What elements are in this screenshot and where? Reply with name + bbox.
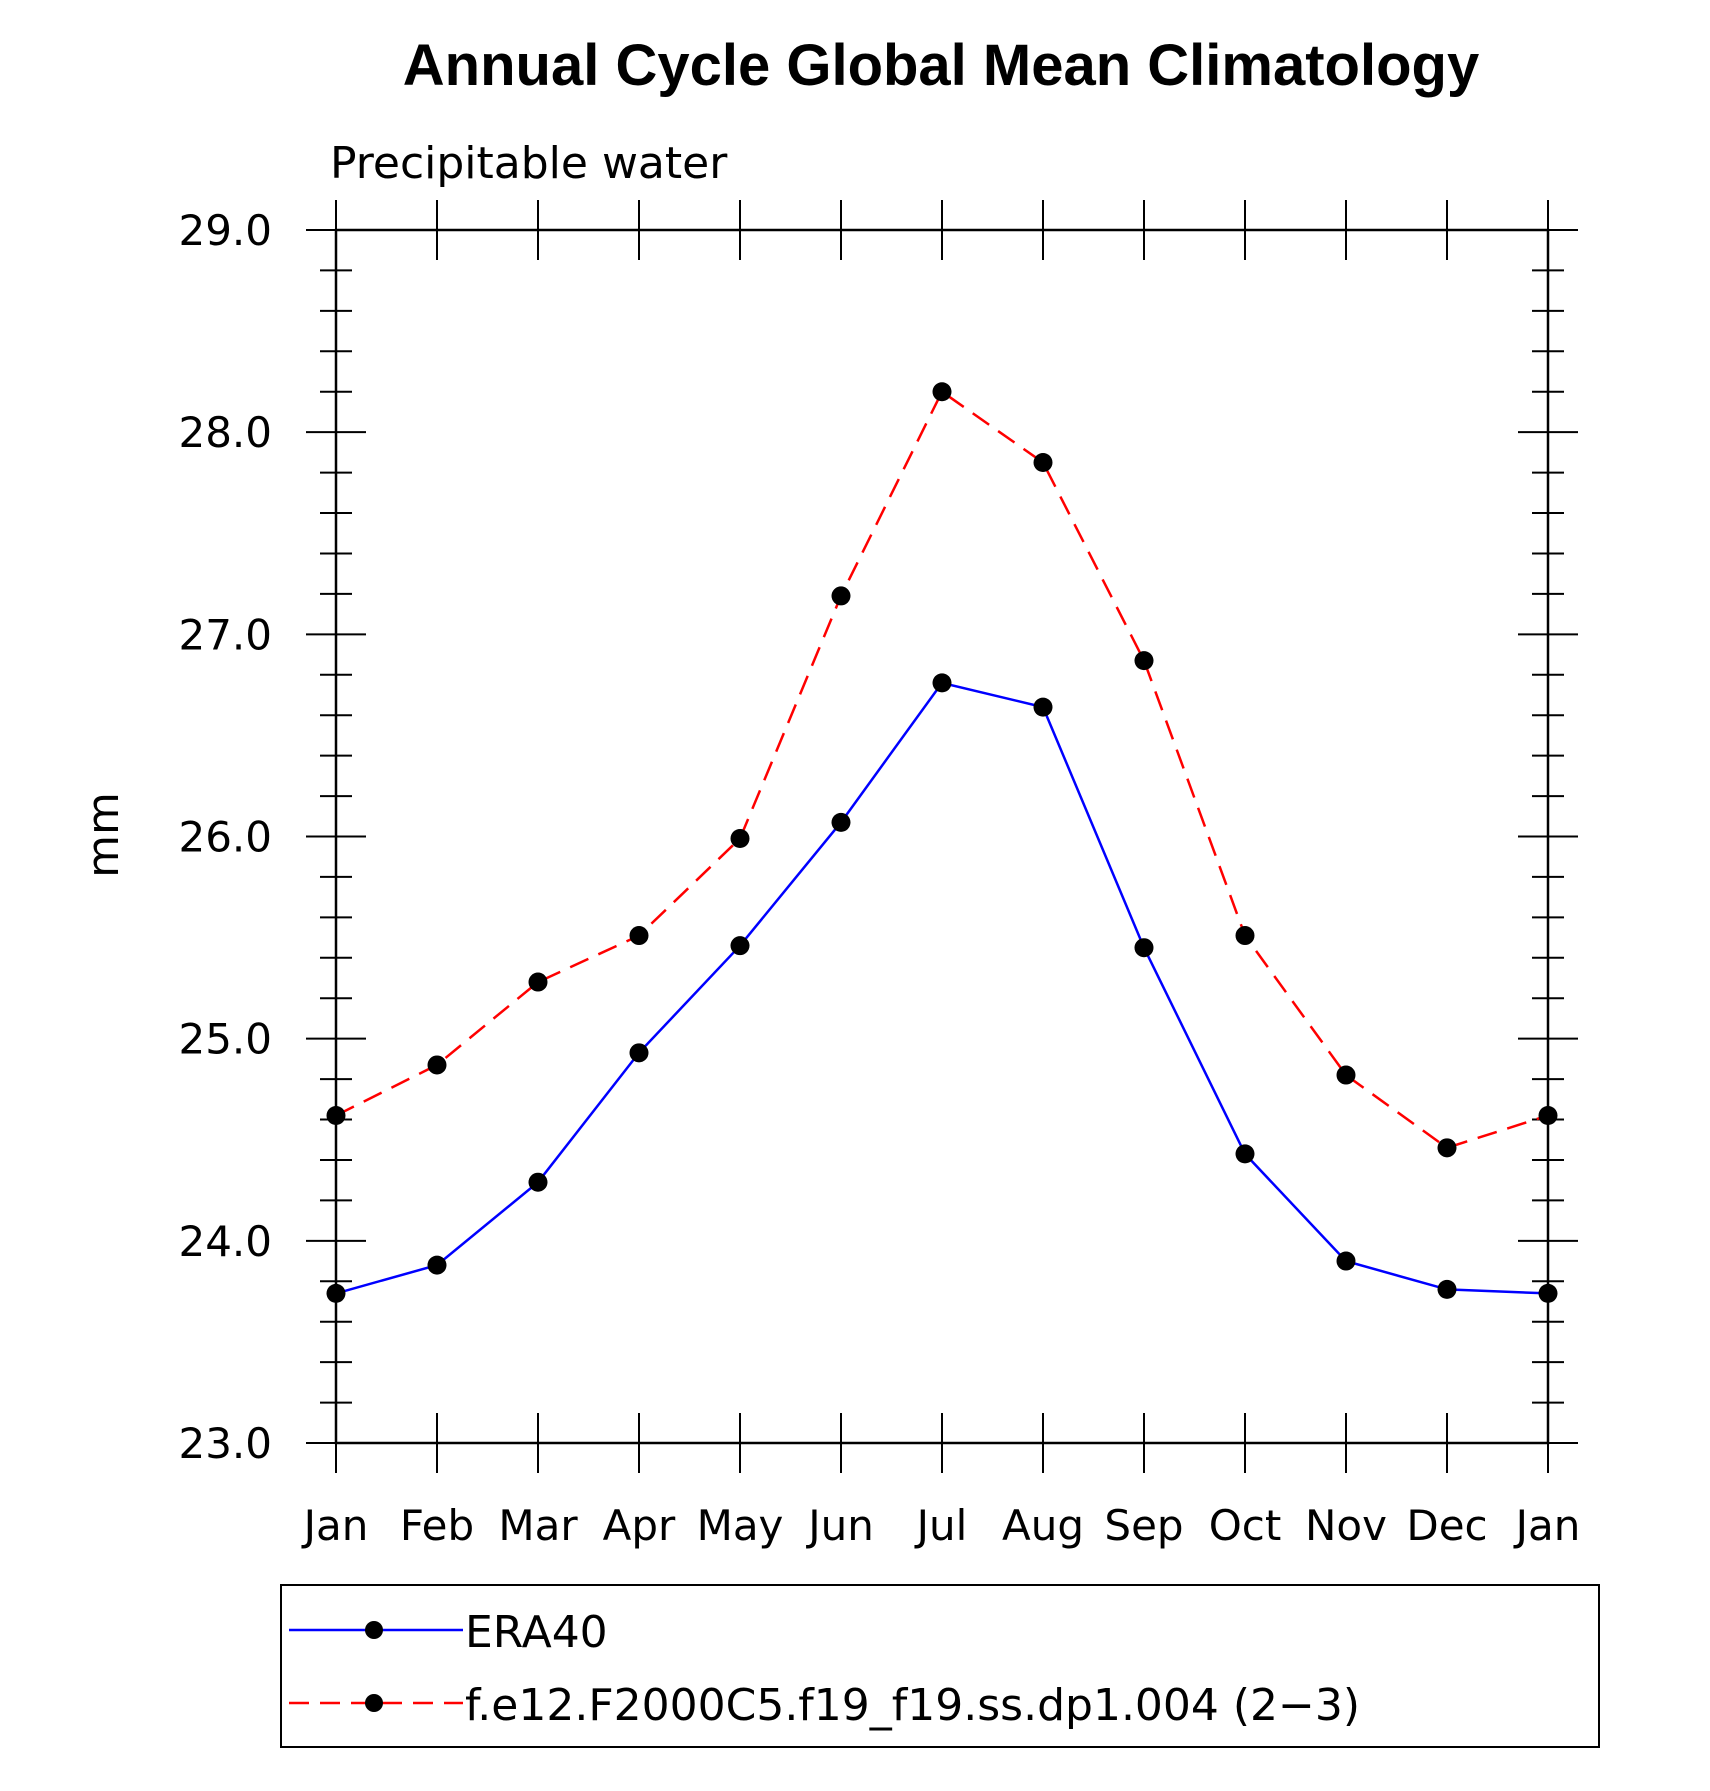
series-line-1: [335, 389, 1549, 1150]
x-tick-label: Dec: [1406, 1501, 1487, 1550]
y-tick-label: 26.0: [178, 813, 272, 862]
y-tick-label: 27.0: [178, 610, 272, 659]
x-tick-label: Oct: [1209, 1501, 1282, 1550]
data-point-0-2: [528, 1172, 548, 1192]
x-axis-ticks: Jan Feb Mar Apr May Jun Jul Aug Sep Oct Nov Dec Jan: [301, 200, 1581, 1550]
legend-box: [280, 1584, 1600, 1748]
data-point-1-5: [831, 586, 851, 606]
chart-subtitle: Precipitable water: [330, 138, 728, 189]
legend-marker-model: [365, 1694, 383, 1712]
data-point-0-12: [1538, 1283, 1558, 1303]
x-tick-label: Jan: [301, 1501, 369, 1550]
data-point-1-2: [528, 972, 548, 992]
data-point-1-9: [1235, 926, 1255, 946]
legend-label-era40: ERA40: [465, 1607, 608, 1658]
data-point-1-0: [326, 1105, 346, 1125]
data-point-0-8: [1134, 938, 1154, 958]
data-point-0-6: [932, 673, 952, 693]
data-point-0-9: [1235, 1144, 1255, 1164]
data-point-0-1: [427, 1255, 447, 1275]
data-point-1-11: [1437, 1138, 1457, 1158]
data-point-1-1: [427, 1055, 447, 1075]
data-point-0-5: [831, 812, 851, 832]
y-tick-label: 28.0: [178, 408, 272, 457]
legend-label-model: f.e12.F2000C5.f19_f19.ss.dp1.004 (2−3): [465, 1680, 1360, 1731]
data-point-1-4: [730, 829, 750, 849]
x-tick-label: Sep: [1104, 1501, 1183, 1550]
data-point-0-7: [1033, 697, 1053, 717]
x-tick-label: Aug: [1002, 1501, 1084, 1550]
y-axis-ticks: 23.0 24.0 25.0 26.0 27.0 28.0 29.0: [178, 206, 1578, 1468]
data-point-1-8: [1134, 651, 1154, 671]
y-tick-label: 25.0: [178, 1015, 272, 1064]
y-tick-label: 23.0: [178, 1419, 272, 1468]
legend: ERA40 f.e12.F2000C5.f19_f19.ss.dp1.004 (…: [280, 1584, 1600, 1748]
data-point-1-10: [1336, 1065, 1356, 1085]
data-point-0-11: [1437, 1279, 1457, 1299]
x-tick-label: Jun: [805, 1501, 874, 1550]
data-point-0-0: [326, 1283, 346, 1303]
x-tick-label: Nov: [1305, 1501, 1387, 1550]
x-tick-label: Jan: [1513, 1501, 1581, 1550]
x-tick-label: Jul: [914, 1501, 968, 1550]
y-tick-label: 24.0: [178, 1217, 272, 1266]
series-layer: [326, 382, 1558, 1303]
data-point-0-3: [629, 1043, 649, 1063]
plot-frame: [334, 228, 1550, 1445]
data-point-0-10: [1336, 1251, 1356, 1271]
data-point-1-12: [1538, 1105, 1558, 1125]
data-point-0-4: [730, 936, 750, 956]
y-axis-label: mm: [78, 792, 129, 878]
y-tick-label: 29.0: [178, 206, 272, 255]
data-point-1-6: [932, 382, 952, 402]
legend-marker-era40: [365, 1621, 383, 1639]
data-point-1-3: [629, 926, 649, 946]
x-tick-label: Mar: [498, 1501, 578, 1550]
series-line-0: [335, 681, 1549, 1295]
x-tick-label: May: [697, 1501, 784, 1550]
x-tick-label: Apr: [603, 1501, 676, 1550]
data-point-1-7: [1033, 452, 1053, 472]
x-tick-label: Feb: [400, 1501, 474, 1550]
chart-title: Annual Cycle Global Mean Climatology: [403, 33, 1479, 98]
